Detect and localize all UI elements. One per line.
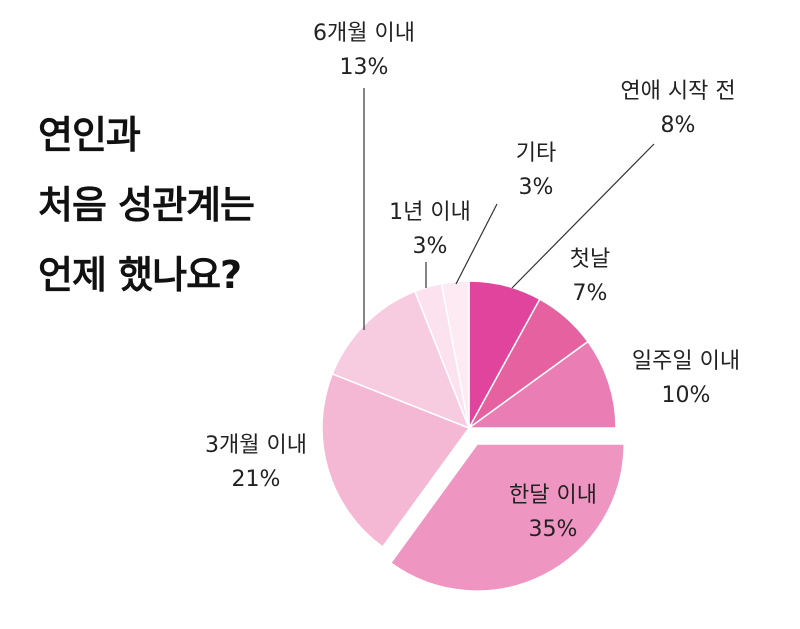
slice-label: 기타 <box>516 141 556 166</box>
slice-label: 첫날 <box>570 247 610 272</box>
pie-slice <box>440 280 470 429</box>
slice-label: 3개월 이내 <box>205 433 307 458</box>
pie-slice <box>466 340 617 429</box>
pie-slice <box>389 443 625 592</box>
leader-line <box>511 143 655 289</box>
pie-slice <box>321 372 471 548</box>
slice-label: 연애 시작 전 <box>620 79 735 104</box>
slice-value-label: 35% <box>529 517 578 542</box>
slice-label: 6개월 이내 <box>313 21 415 46</box>
chart-title-line-3: 언제 했나요? <box>38 253 242 297</box>
slice-value-label: 3% <box>413 234 448 259</box>
slice-value-label: 7% <box>573 281 608 306</box>
leader-line <box>455 203 498 285</box>
slice-label: 한달 이내 <box>509 483 597 508</box>
chart-title-line-2: 처음 성관계는 <box>38 183 255 227</box>
slice-value-label: 21% <box>232 467 281 492</box>
pie-slice <box>331 290 471 430</box>
chart-title-line-1: 연인과 <box>38 113 141 157</box>
slice-value-label: 13% <box>340 55 389 80</box>
slice-label: 일주일 이내 <box>632 349 740 374</box>
slice-value-label: 10% <box>662 383 711 408</box>
slice-value-label: 3% <box>519 175 554 200</box>
slice-label: 1년 이내 <box>389 200 471 225</box>
slice-value-label: 8% <box>661 113 696 138</box>
